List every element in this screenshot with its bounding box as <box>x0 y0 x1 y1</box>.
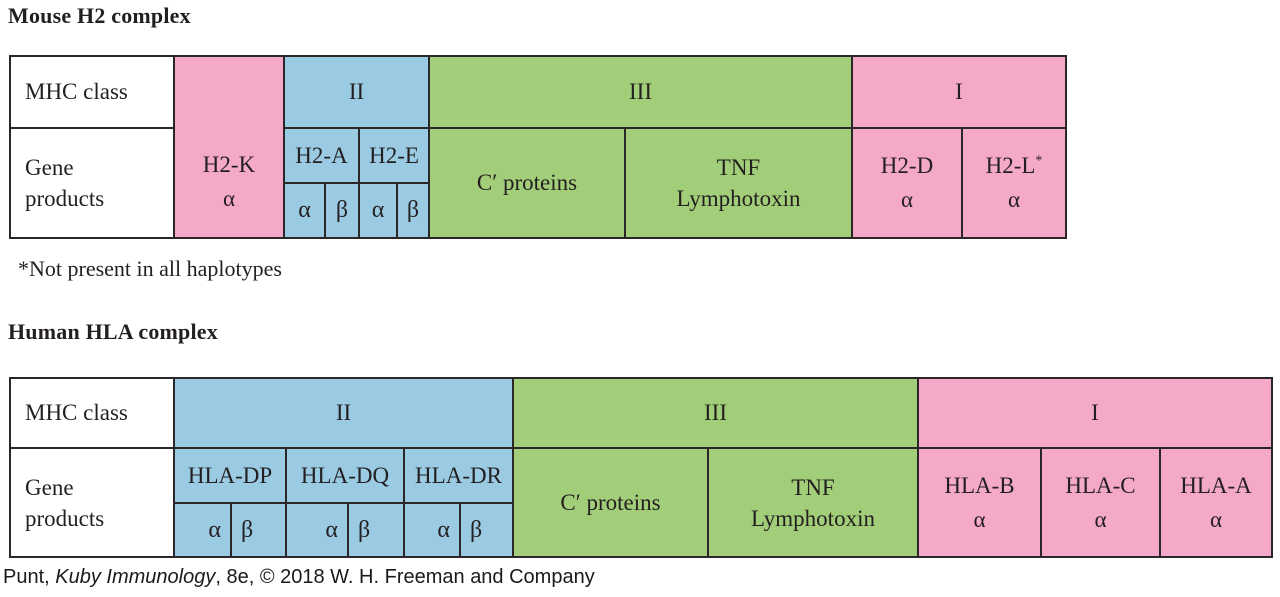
mouse-mhc-class-row-label: MHC class <box>11 57 173 129</box>
hla-dp-chains: α β <box>175 504 285 556</box>
hla-c-chain: α <box>1094 506 1107 532</box>
hla-dp-name: HLA-DP <box>175 449 285 504</box>
mouse-h2l-name: H2-L <box>985 153 1036 178</box>
mouse-h2a-name: H2-A <box>285 129 358 184</box>
human-hla-a-cell: HLA-A α <box>1159 449 1271 556</box>
mouse-class-i-region: I H2-D α H2-L* α <box>851 57 1065 237</box>
gene-products-line2: products <box>25 186 105 211</box>
human-class-iii-genes: C′ proteins TNF Lymphotoxin <box>514 449 917 556</box>
human-tnf-lymphotoxin-cell: TNF Lymphotoxin <box>707 449 917 556</box>
hla-b-chain: α <box>973 506 986 532</box>
human-gene-products-row-label: Gene products <box>11 449 173 556</box>
hla-a-name: HLA-A <box>1180 472 1252 498</box>
mouse-complement-proteins-cell: C′ proteins <box>476 170 578 195</box>
mouse-complex-title: Mouse H2 complex <box>8 3 191 28</box>
mouse-h2k-cell: H2-K α <box>173 57 283 237</box>
human-hla-dr-cell: HLA-DR α β <box>403 449 512 556</box>
haplotype-footnote: *Not present in all haplotypes <box>18 256 282 281</box>
lymphotoxin-line: Lymphotoxin <box>751 505 875 531</box>
mouse-gene-products-row-label: Gene products <box>11 129 173 237</box>
human-class-i-label: I <box>919 379 1271 449</box>
mouse-h2d-cell: H2-D α <box>853 129 961 237</box>
gene-products-line1: Gene <box>25 155 74 180</box>
beta-chain-cell: β <box>324 184 358 237</box>
hla-dq-chains: α β <box>287 504 403 556</box>
mouse-h2d-name: H2-D <box>880 153 934 178</box>
human-hla-b-cell: HLA-B α <box>919 449 1040 556</box>
alpha-chain-cell: α <box>208 516 221 543</box>
gene-products-line1: Gene <box>25 474 74 500</box>
human-hla-dp-cell: HLA-DP α β <box>175 449 285 556</box>
lymphotoxin-line: Lymphotoxin <box>676 186 801 211</box>
tnf-line: TNF <box>791 474 835 500</box>
human-mhc-class-row-label: MHC class <box>11 379 173 449</box>
mouse-h2a-cell: H2-A α β <box>285 129 358 237</box>
mouse-h2a-chains: α β <box>285 184 358 237</box>
human-hla-c-cell: HLA-C α <box>1040 449 1159 556</box>
asterisk-footnote-marker: * <box>1035 153 1043 169</box>
mouse-h2d-chain: α <box>900 187 914 212</box>
mouse-h2-table: MHC class Gene products H2-K α II H2-A α… <box>9 55 1067 239</box>
hla-dq-name: HLA-DQ <box>287 449 403 504</box>
mouse-class-iii-genes: C′ proteins TNF Lymphotoxin <box>430 129 851 237</box>
human-complex-title: Human HLA complex <box>8 319 218 344</box>
mouse-h2l-name-line: H2-L* <box>986 149 1043 183</box>
human-class-ii-label: II <box>175 379 512 449</box>
alpha-chain-cell: α <box>437 516 450 543</box>
human-class-ii-genes: HLA-DP α β HLA-DQ α β HLA-DR <box>175 449 512 556</box>
beta-chain-cell: β <box>396 184 428 237</box>
human-hla-table: MHC class Gene products II HLA-DP α β HL… <box>9 377 1273 558</box>
human-class-iii-label: III <box>514 379 917 449</box>
mouse-class-iii-label: III <box>430 57 851 129</box>
mouse-row-header-column: MHC class Gene products <box>11 57 173 237</box>
mouse-h2e-name: H2-E <box>360 129 428 184</box>
credit-line: Punt, Kuby Immunology, 8e, © 2018 W. H. … <box>3 566 595 589</box>
gene-products-line2: products <box>25 505 105 531</box>
tnf-line: TNF <box>716 155 761 180</box>
beta-chain-cell: β <box>230 504 285 556</box>
mouse-h2e-chains: α β <box>360 184 428 237</box>
human-class-ii-region: II HLA-DP α β HLA-DQ α β H <box>173 379 512 556</box>
mouse-h2l-cell: H2-L* α <box>961 129 1065 237</box>
hla-a-chain: α <box>1209 506 1223 532</box>
mouse-h2k-name: H2-K <box>202 152 256 177</box>
hla-dr-name: HLA-DR <box>405 449 512 504</box>
credit-suffix: , 8e, © 2018 W. H. Freeman and Company <box>215 566 595 588</box>
mouse-class-i-genes: H2-D α H2-L* α <box>853 129 1065 237</box>
alpha-chain-cell: α <box>325 516 338 543</box>
human-class-i-genes: HLA-B α HLA-C α HLA-A α <box>919 449 1271 556</box>
hla-dr-chains: α β <box>405 504 512 556</box>
alpha-chain-cell: α <box>298 197 311 223</box>
credit-book-title: Kuby Immunology <box>55 566 216 588</box>
human-class-iii-region: III C′ proteins TNF Lymphotoxin <box>512 379 917 556</box>
beta-chain-cell: β <box>459 504 512 556</box>
mouse-class-ii-region: II H2-A α β H2-E α β <box>283 57 428 237</box>
mouse-tnf-lymphotoxin-cell: TNF Lymphotoxin <box>624 129 851 237</box>
mouse-h2k-chain: α <box>222 186 236 211</box>
alpha-chain-cell: α <box>371 197 385 223</box>
human-class-i-region: I HLA-B α HLA-C α HLA-A α <box>917 379 1271 556</box>
credit-prefix: Punt, <box>3 566 56 588</box>
hla-b-name: HLA-B <box>944 472 1015 498</box>
human-row-header-column: MHC class Gene products <box>11 379 173 556</box>
mouse-class-i-label: I <box>853 57 1065 129</box>
human-complement-proteins-cell: C′ proteins <box>560 489 661 515</box>
mouse-h2l-chain: α <box>1007 187 1021 212</box>
mouse-h2e-cell: H2-E α β <box>358 129 428 237</box>
mouse-class-ii-genes: H2-A α β H2-E α β <box>285 129 428 237</box>
mouse-class-ii-label: II <box>285 57 428 129</box>
human-hla-dq-cell: HLA-DQ α β <box>285 449 403 556</box>
beta-chain-cell: β <box>347 504 403 556</box>
mouse-class-iii-region: III C′ proteins TNF Lymphotoxin <box>428 57 851 237</box>
hla-c-name: HLA-C <box>1065 472 1136 498</box>
